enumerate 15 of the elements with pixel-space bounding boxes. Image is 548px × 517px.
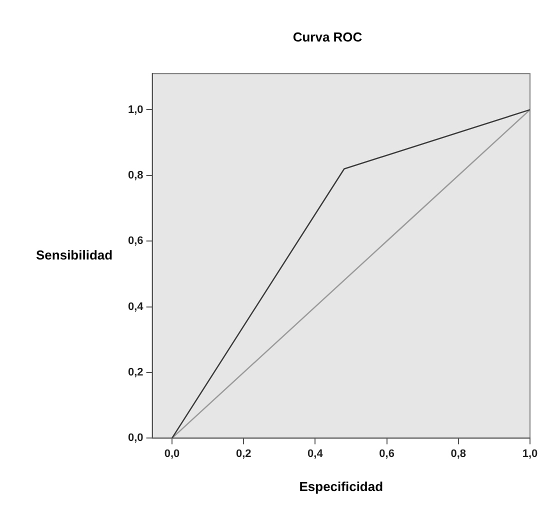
y-tick-label: 0,4 bbox=[128, 300, 144, 313]
y-tick-label: 1,0 bbox=[128, 104, 144, 116]
y-tick-label: 0,2 bbox=[128, 366, 144, 379]
y-axis-title: Sensibilidad bbox=[36, 247, 113, 262]
y-tick-label: 0,6 bbox=[128, 235, 144, 248]
x-tick-label: 0,8 bbox=[450, 448, 466, 460]
x-tick-label: 0,2 bbox=[236, 448, 252, 460]
chart-title: Curva ROC bbox=[292, 29, 363, 44]
x-tick-label: 0,6 bbox=[379, 448, 394, 460]
y-tick-label: 0,0 bbox=[128, 432, 144, 444]
x-tick-label: 1,0 bbox=[522, 448, 538, 460]
x-axis-title: Especificidad bbox=[299, 478, 384, 494]
x-tick-label: 0,0 bbox=[164, 448, 180, 460]
y-tick-label: 0,8 bbox=[128, 169, 144, 182]
x-tick-label: 0,4 bbox=[308, 448, 324, 460]
